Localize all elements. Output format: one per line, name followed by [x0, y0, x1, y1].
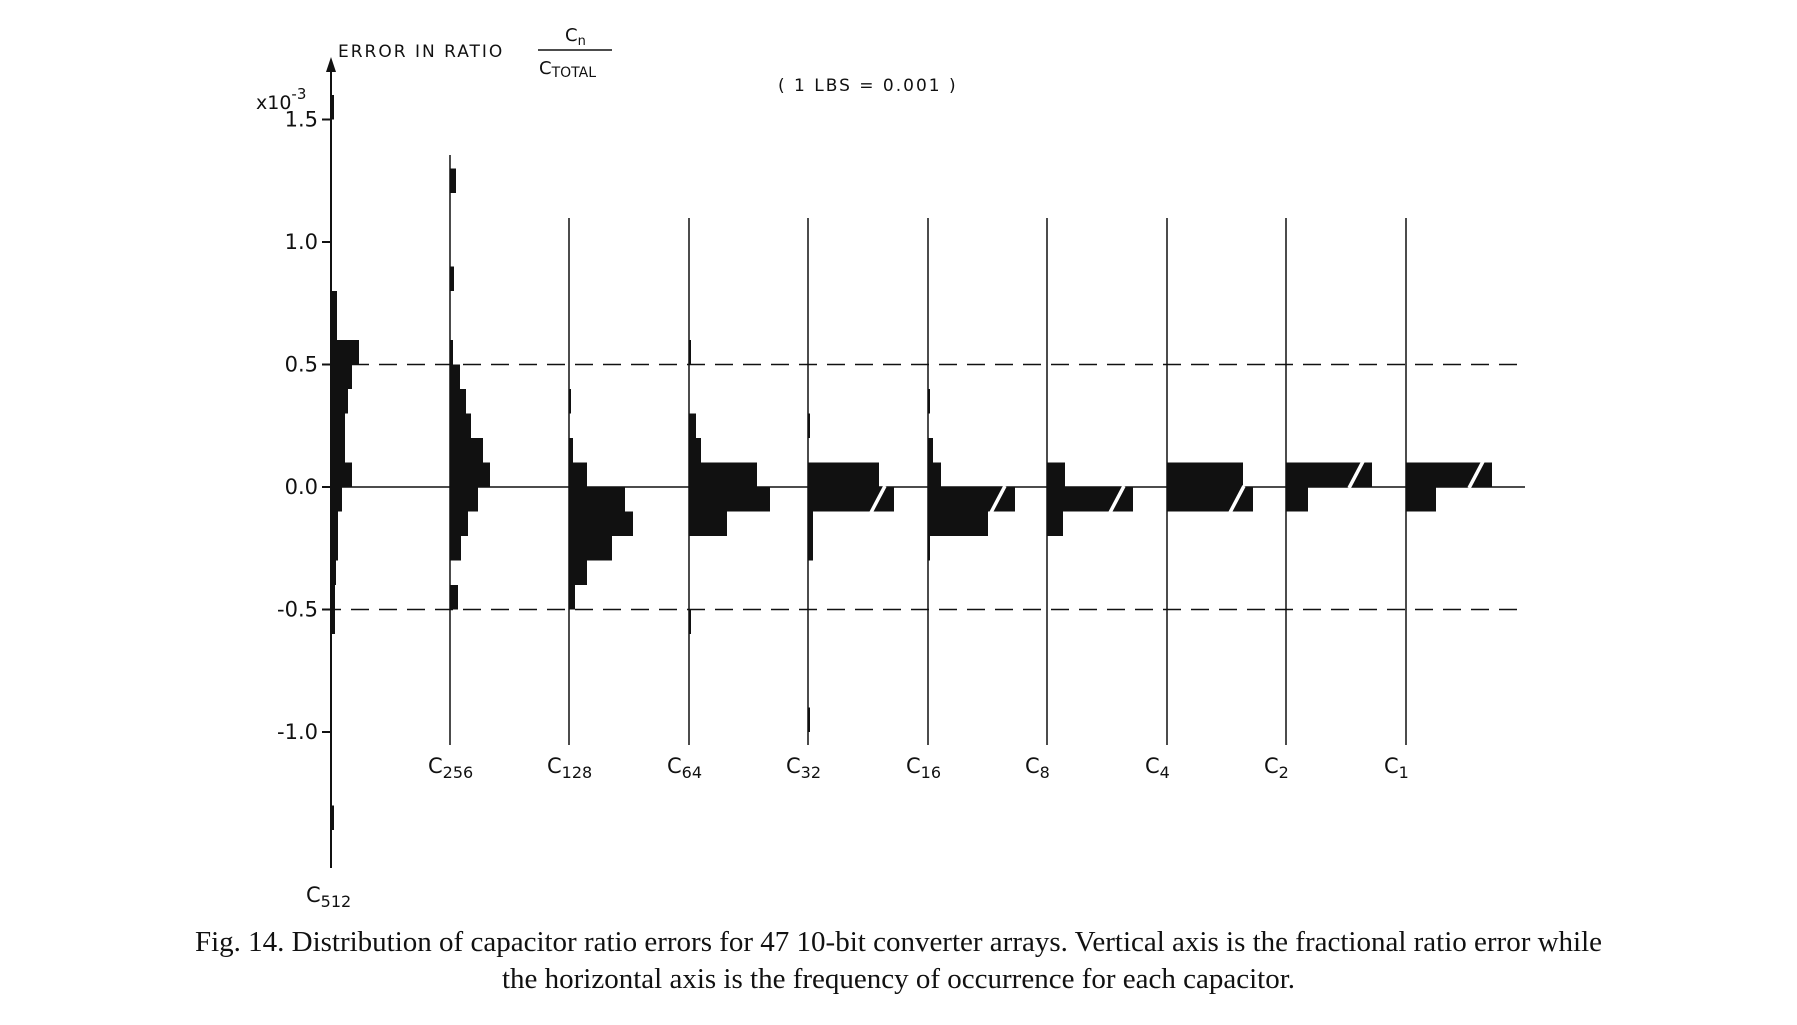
- column-label-C4: C4: [1145, 754, 1170, 782]
- chart-title: ERROR IN RATIO: [338, 42, 504, 62]
- bar-C256-6: [450, 438, 483, 463]
- y-tick-label: -1.0: [277, 720, 318, 744]
- bar-C8-0: [1047, 462, 1065, 487]
- column-label-C2: C2: [1264, 754, 1289, 782]
- labels-layer: 1.5 1.0 0.5 0.0 -0.5 -1.0 C512 C256 C128 C64 C32 C1…: [277, 108, 1409, 912]
- bar-C128-5: [569, 536, 612, 561]
- figure-caption: Fig. 14. Distribution of capacitor ratio…: [0, 924, 1797, 998]
- bar-C512-11: [331, 805, 334, 830]
- bar-C128-4: [569, 511, 633, 536]
- bar-C256-4: [450, 389, 466, 414]
- bar-C64-1: [689, 413, 696, 438]
- bar-C256-1: [450, 266, 454, 291]
- break-slash-mark: [989, 485, 1007, 514]
- y-multiplier-exponent: -3: [291, 85, 306, 103]
- bar-C512-10: [331, 291, 337, 340]
- bar-C512-8: [331, 364, 352, 389]
- fraction-denominator: C: [539, 58, 552, 79]
- bar-C32-3: [808, 511, 813, 561]
- bar-C64-6: [689, 609, 691, 634]
- bar-C1-1: [1406, 487, 1436, 512]
- bar-C64-2: [689, 438, 701, 463]
- column-label-C64: C64: [667, 754, 702, 782]
- bar-C512-5: [331, 462, 352, 487]
- break-slash-mark: [1228, 485, 1246, 514]
- bar-C128-6: [569, 560, 587, 585]
- bar-C256-5: [450, 413, 471, 438]
- bar-C128-0: [569, 389, 571, 414]
- fraction-numerator: C: [565, 25, 578, 46]
- bar-C256-3: [450, 364, 460, 389]
- column-label-C1: C1: [1384, 754, 1409, 782]
- break-slash-mark: [1108, 485, 1126, 514]
- y-tick-label: -0.5: [277, 598, 318, 622]
- bar-C16-1: [928, 438, 933, 463]
- bar-C16-2: [928, 462, 941, 487]
- column-label-C256: C256: [428, 754, 473, 782]
- bar-C512-1: [331, 585, 335, 634]
- lsb-note: ( 1 LBS = 0.001 ): [778, 76, 958, 96]
- y-tick-label: 1.0: [285, 230, 318, 254]
- fraction-denominator-sub: TOTAL: [551, 65, 597, 81]
- bar-C512-0: [331, 95, 334, 120]
- svg-text:CTOTAL: CTOTAL: [539, 58, 596, 81]
- svg-text:Cn: Cn: [565, 25, 586, 49]
- bar-C32-4: [808, 707, 810, 732]
- bar-C512-3: [331, 511, 338, 561]
- bar-C512-6: [331, 413, 345, 463]
- caption-line-2: the horizontal axis is the frequency of …: [501, 963, 1296, 995]
- caption-line-1: Fig. 14. Distribution of capacitor ratio…: [194, 926, 1603, 958]
- y-tick-label: 0.5: [285, 353, 318, 377]
- y-axis-arrow-icon: [326, 57, 336, 72]
- bar-C512-7: [331, 389, 348, 414]
- break-slash-mark: [1467, 460, 1485, 489]
- bar-C256-2: [450, 340, 453, 365]
- bar-C64-3: [689, 462, 757, 487]
- bar-C4-0: [1167, 462, 1243, 487]
- bar-C256-9: [450, 511, 468, 536]
- column-label-C128: C128: [547, 754, 592, 782]
- y-tick-label: 1.5: [285, 108, 318, 132]
- title-fraction: Cn CTOTAL: [538, 25, 612, 81]
- svg-text:x10-3: x10-3: [256, 85, 306, 114]
- axes-layer: [322, 57, 1407, 868]
- bar-C128-3: [569, 487, 625, 512]
- bar-C512-2: [331, 560, 336, 585]
- bar-C512-9: [331, 340, 359, 365]
- bar-C256-0: [450, 168, 456, 193]
- bar-C64-5: [689, 511, 727, 536]
- bar-C32-1: [808, 462, 879, 487]
- y-tick-label: 0.0: [285, 475, 318, 499]
- bars-layer: [331, 95, 1492, 830]
- bar-C16-5: [928, 536, 930, 561]
- y-multiplier: x10: [256, 92, 291, 114]
- bar-C256-11: [450, 585, 458, 610]
- column-label-C32: C32: [786, 754, 821, 782]
- break-slash-mark: [869, 485, 887, 514]
- bar-C256-10: [450, 536, 461, 561]
- bar-C64-4: [689, 487, 770, 512]
- column-label-C512: C512: [306, 883, 351, 911]
- bar-C256-8: [450, 487, 478, 512]
- bar-C512-4: [331, 487, 342, 512]
- bar-C64-0: [689, 340, 691, 365]
- column-label-C16: C16: [906, 754, 941, 782]
- column-label-C8: C8: [1025, 754, 1050, 782]
- break-slash-mark: [1347, 460, 1365, 489]
- bar-C128-1: [569, 438, 573, 463]
- bar-C8-2: [1047, 511, 1063, 536]
- bar-C16-4: [928, 511, 988, 536]
- bar-C128-7: [569, 585, 575, 610]
- bar-C256-7: [450, 462, 490, 487]
- bar-C16-0: [928, 389, 930, 414]
- bar-C128-2: [569, 462, 587, 487]
- fraction-numerator-sub: n: [578, 34, 586, 49]
- bar-C2-1: [1286, 487, 1308, 512]
- bar-C32-0: [808, 413, 810, 438]
